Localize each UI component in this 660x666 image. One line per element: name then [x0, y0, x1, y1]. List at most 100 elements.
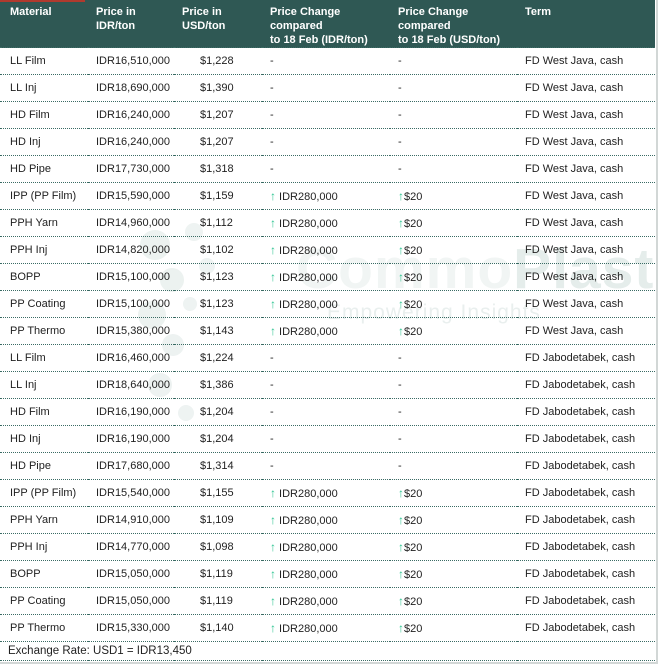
- up-arrow-icon: ↑: [270, 243, 276, 257]
- cell-term: FD Jabodetabek, cash: [517, 533, 655, 561]
- cell-material: PPH Inj: [0, 533, 88, 561]
- cell-price-idr: IDR16,240,000: [88, 128, 174, 156]
- cell-material: LL Inj: [0, 74, 88, 102]
- table-row: LL Film IDR16,510,000 $1,228- - FD West Java…: [0, 47, 655, 75]
- price-table-body: LL Film IDR16,510,000 $1,228- - FD West Java…: [0, 47, 655, 642]
- up-arrow-icon: ↑: [270, 270, 276, 284]
- cell-term: FD Jabodetabek, cash: [517, 506, 655, 534]
- cell-material: LL Film: [0, 344, 88, 372]
- cell-change-usd: ↑$20: [390, 587, 517, 615]
- cell-change-idr: ↑ IDR280,000: [262, 317, 390, 345]
- cell-price-usd: $1,224: [174, 344, 262, 372]
- cell-change-usd: -: [390, 398, 517, 426]
- up-arrow-icon: ↑: [398, 243, 404, 257]
- cell-price-usd: $1,143: [174, 317, 262, 345]
- cell-price-idr: IDR14,820,000: [88, 236, 174, 264]
- up-arrow-icon: ↑: [398, 594, 404, 608]
- cell-price-usd: $1,314: [174, 452, 262, 480]
- cell-term: FD West Java, cash: [517, 236, 655, 264]
- up-arrow-icon: ↑: [398, 486, 404, 500]
- up-arrow-icon: ↑: [398, 540, 404, 554]
- cell-term: FD West Java, cash: [517, 182, 655, 210]
- cell-term: FD West Java, cash: [517, 101, 655, 129]
- cell-material: HD Pipe: [0, 155, 88, 183]
- cell-material: PPH Inj: [0, 236, 88, 264]
- up-arrow-icon: ↑: [270, 297, 276, 311]
- up-arrow-icon: ↑: [270, 189, 276, 203]
- cell-change-usd: ↑$20: [390, 317, 517, 345]
- cell-material: IPP (PP Film): [0, 479, 88, 507]
- cell-change-usd: ↑$20: [390, 182, 517, 210]
- up-arrow-icon: ↑: [270, 324, 276, 338]
- cell-price-idr: IDR15,380,000: [88, 317, 174, 345]
- cell-price-idr: IDR14,960,000: [88, 209, 174, 237]
- header-row: Material Price in IDR/ton Price in USD/t…: [0, 0, 655, 48]
- cell-material: LL Film: [0, 47, 88, 75]
- table-row: BOPP IDR15,050,000 $1,119 ↑ IDR280,000 ↑$20 F…: [0, 560, 655, 588]
- col-header-material: Material: [0, 0, 88, 48]
- table-row: PPH Inj IDR14,820,000 $1,102 ↑ IDR280,000 ↑$…: [0, 236, 655, 264]
- cell-price-idr: IDR16,190,000: [88, 398, 174, 426]
- cell-price-idr: IDR15,100,000: [88, 290, 174, 318]
- cell-price-usd: $1,109: [174, 506, 262, 534]
- cell-price-usd: $1,390: [174, 74, 262, 102]
- cell-term: FD West Java, cash: [517, 155, 655, 183]
- table-row: HD Pipe IDR17,680,000 $1,314- - FD Jabodetab…: [0, 452, 655, 480]
- cell-change-idr: -: [262, 74, 390, 102]
- up-arrow-icon: ↑: [398, 270, 404, 284]
- cell-change-usd: -: [390, 47, 517, 75]
- cell-price-idr: IDR15,330,000: [88, 614, 174, 642]
- cell-change-usd: -: [390, 452, 517, 480]
- cell-term: FD West Java, cash: [517, 128, 655, 156]
- cell-price-idr: IDR15,050,000: [88, 587, 174, 615]
- cell-change-idr: ↑ IDR280,000: [262, 263, 390, 291]
- cell-change-idr: -: [262, 155, 390, 183]
- cell-material: HD Film: [0, 101, 88, 129]
- cell-price-usd: $1,123: [174, 263, 262, 291]
- cell-term: FD West Java, cash: [517, 263, 655, 291]
- cell-change-usd: ↑$20: [390, 560, 517, 588]
- up-arrow-icon: ↑: [270, 216, 276, 230]
- cell-change-idr: ↑ IDR280,000: [262, 209, 390, 237]
- table-row: HD Inj IDR16,190,000 $1,204- - FD Jabodetabe…: [0, 425, 655, 453]
- cell-price-usd: $1,155: [174, 479, 262, 507]
- cell-price-idr: IDR16,510,000: [88, 47, 174, 75]
- cell-term: FD West Java, cash: [517, 74, 655, 102]
- table-row: HD Inj IDR16,240,000 $1,207- - FD West Java,…: [0, 128, 655, 156]
- cell-term: FD West Java, cash: [517, 47, 655, 75]
- cell-price-idr: IDR15,540,000: [88, 479, 174, 507]
- cell-price-usd: $1,228: [174, 47, 262, 75]
- cell-change-usd: -: [390, 425, 517, 453]
- up-arrow-icon: ↑: [270, 594, 276, 608]
- cell-change-idr: -: [262, 425, 390, 453]
- exchange-rate-note: Exchange Rate: USD1 = IDR13,450: [0, 641, 655, 661]
- cell-material: BOPP: [0, 560, 88, 588]
- table-row: IPP (PP Film) IDR15,540,000 $1,155 ↑ IDR280…: [0, 479, 655, 507]
- table-row: PP Coating IDR15,050,000 $1,119 ↑ IDR280,00…: [0, 587, 655, 615]
- cell-price-usd: $1,140: [174, 614, 262, 642]
- cell-price-idr: IDR16,240,000: [88, 101, 174, 129]
- cell-price-idr: IDR15,100,000: [88, 263, 174, 291]
- cell-term: FD Jabodetabek, cash: [517, 371, 655, 399]
- price-table-footer: Exchange Rate: USD1 = IDR13,450: [0, 641, 655, 661]
- cell-price-idr: IDR16,460,000: [88, 344, 174, 372]
- cell-price-usd: $1,386: [174, 371, 262, 399]
- up-arrow-icon: ↑: [398, 216, 404, 230]
- up-arrow-icon: ↑: [398, 513, 404, 527]
- cell-change-idr: ↑ IDR280,000: [262, 506, 390, 534]
- table-row: IPP (PP Film) IDR15,590,000 $1,159 ↑ IDR280…: [0, 182, 655, 210]
- cell-price-idr: IDR18,690,000: [88, 74, 174, 102]
- cell-change-usd: -: [390, 155, 517, 183]
- cell-term: FD West Java, cash: [517, 209, 655, 237]
- price-table-header: Material Price in IDR/ton Price in USD/t…: [0, 0, 655, 48]
- cell-change-usd: ↑$20: [390, 209, 517, 237]
- col-header-price-usd: Price in USD/ton: [174, 0, 262, 48]
- cell-change-idr: -: [262, 371, 390, 399]
- cell-change-idr: -: [262, 101, 390, 129]
- cell-term: FD Jabodetabek, cash: [517, 587, 655, 615]
- cell-price-idr: IDR15,050,000: [88, 560, 174, 588]
- table-row: HD Film IDR16,190,000 $1,204- - FD Jabodetab…: [0, 398, 655, 426]
- cell-price-usd: $1,098: [174, 533, 262, 561]
- cell-change-idr: ↑ IDR280,000: [262, 614, 390, 642]
